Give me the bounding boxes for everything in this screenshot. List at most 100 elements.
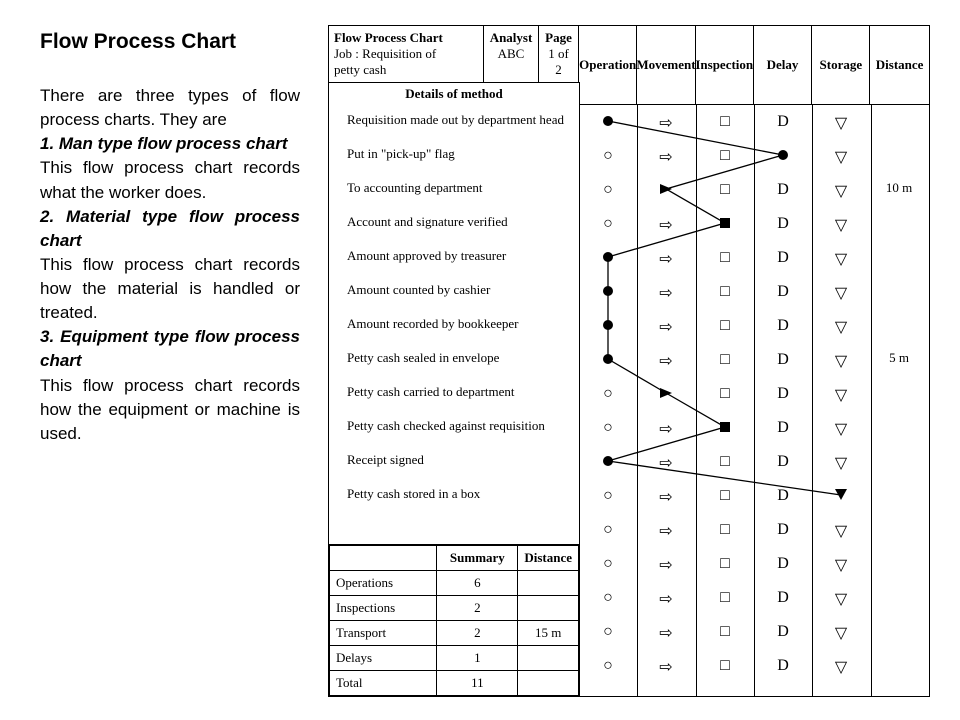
insp-symbol: □ (715, 623, 735, 641)
summary-label: Transport (330, 621, 437, 646)
chart-row: Amount counted by cashier⇨□D▽ (329, 274, 929, 308)
delay-symbol: D (773, 555, 793, 573)
chart-row: Petty cash carried to department ○ □ D ▽ (329, 376, 929, 410)
insp-active-marker (720, 218, 730, 228)
move-symbol: ⇨ (656, 623, 676, 643)
store-symbol: ▽ (831, 351, 851, 371)
delay-symbol: D (773, 181, 793, 199)
store-symbol: ▽ (831, 181, 851, 201)
step-label: Petty cash checked against requisition (347, 418, 545, 434)
op-active-marker (603, 286, 613, 296)
page-root: Flow Process Chart There are three types… (0, 0, 960, 720)
summary-row: Transport215 m (330, 621, 579, 646)
op-symbol: ○ (598, 385, 618, 403)
header-movement: Movement (637, 26, 695, 104)
move-symbol: ⇨ (656, 147, 676, 167)
step-label: Petty cash sealed in envelope (347, 350, 499, 366)
op-symbol: ○ (598, 487, 618, 505)
store-symbol: ▽ (831, 147, 851, 167)
distance-value: 10 m (871, 180, 927, 196)
page-title: Flow Process Chart (40, 30, 300, 54)
summary-dist (518, 571, 579, 596)
summary-label: Total (330, 671, 437, 696)
summary-label: Operations (330, 571, 437, 596)
delay-symbol: D (773, 385, 793, 403)
move-symbol: ⇨ (656, 453, 676, 473)
summary-count: 2 (437, 596, 518, 621)
header-inspection: Inspection (696, 26, 754, 104)
chart-row: Amount approved by treasurer⇨□D▽ (329, 240, 929, 274)
store-symbol: ▽ (831, 283, 851, 303)
step-label: Requisition made out by department head (347, 112, 564, 128)
op-active-marker (603, 320, 613, 330)
insp-symbol: □ (715, 521, 735, 539)
store-symbol: ▽ (831, 657, 851, 677)
delay-symbol: D (773, 419, 793, 437)
store-symbol: ▽ (831, 419, 851, 439)
flow-process-chart: Flow Process Chart Job : Requisition of … (328, 25, 930, 697)
insp-symbol: □ (715, 317, 735, 335)
insp-symbol: □ (715, 487, 735, 505)
insp-symbol: □ (715, 249, 735, 267)
op-symbol: ○ (598, 147, 618, 165)
store-active-marker (835, 489, 847, 500)
move-symbol: ⇨ (656, 419, 676, 439)
summary-count: 2 (437, 621, 518, 646)
summary-dist: 15 m (518, 621, 579, 646)
op-symbol: ○ (598, 555, 618, 573)
summary-row: Delays1 (330, 646, 579, 671)
chart-row: Put in "pick-up" flag ○ ⇨ □ ▽ (329, 138, 929, 172)
delay-symbol: D (773, 623, 793, 641)
move-symbol: ⇨ (656, 657, 676, 677)
store-symbol: ▽ (831, 555, 851, 575)
delay-symbol: D (773, 351, 793, 369)
store-symbol: ▽ (831, 317, 851, 337)
store-symbol: ▽ (831, 385, 851, 405)
store-symbol: ▽ (831, 623, 851, 643)
body-text: There are three types of flow process ch… (40, 84, 300, 446)
left-text-column: Flow Process Chart There are three types… (0, 0, 318, 720)
move-symbol: ⇨ (656, 249, 676, 269)
summary-header-row: Summary Distance (330, 546, 579, 571)
step-label: Petty cash carried to department (347, 384, 515, 400)
summary-row: Inspections2 (330, 596, 579, 621)
step-label: Amount recorded by bookkeeper (347, 316, 518, 332)
chart-row: Receipt signed⇨□D▽ (329, 444, 929, 478)
insp-symbol: □ (715, 589, 735, 607)
insp-symbol: □ (715, 147, 735, 165)
step-label: Amount counted by cashier (347, 282, 490, 298)
step-label: Account and signature verified (347, 214, 508, 230)
chart-row: Petty cash stored in a box○⇨□D (329, 478, 929, 512)
distance-value: 5 m (871, 350, 927, 366)
move-symbol: ⇨ (656, 317, 676, 337)
step-label: Put in "pick-up" flag (347, 146, 455, 162)
summary-dist (518, 671, 579, 696)
move-symbol: ⇨ (656, 589, 676, 609)
header-distance: Distance (870, 26, 928, 104)
op-symbol: ○ (598, 589, 618, 607)
move-symbol: ⇨ (656, 113, 676, 133)
store-symbol: ▽ (831, 521, 851, 541)
store-symbol: ▽ (831, 249, 851, 269)
insp-symbol: □ (715, 555, 735, 573)
header-operation: Operation (579, 26, 637, 104)
step-label: Receipt signed (347, 452, 424, 468)
op-active-marker (603, 456, 613, 466)
op-symbol: ○ (598, 521, 618, 539)
move-symbol: ⇨ (656, 283, 676, 303)
step-label: To accounting department (347, 180, 483, 196)
chart-row: Account and signature verified○⇨D▽ (329, 206, 929, 240)
summary-label: Delays (330, 646, 437, 671)
details-of-method-label: Details of method (329, 82, 580, 105)
header-storage: Storage (812, 26, 870, 104)
summary-count: 1 (437, 646, 518, 671)
delay-symbol: D (773, 215, 793, 233)
chart-row: Petty cash checked against requisition○⇨… (329, 410, 929, 444)
chart-row: ○⇨□D▽ (329, 512, 929, 546)
chart-panel: Flow Process Chart Job : Requisition of … (318, 0, 960, 720)
summary-dist (518, 646, 579, 671)
chart-row: Requisition made out by department head ⇨… (329, 104, 929, 138)
delay-symbol: D (773, 487, 793, 505)
store-symbol: ▽ (831, 113, 851, 133)
insp-symbol: □ (715, 385, 735, 403)
